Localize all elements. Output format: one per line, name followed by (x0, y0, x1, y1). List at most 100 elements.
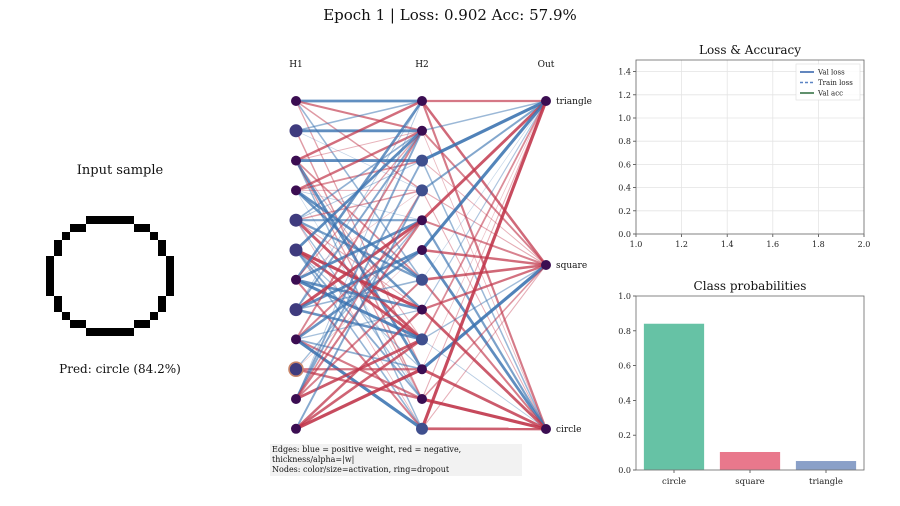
y-tick-label: 0.0 (618, 466, 631, 475)
positive-weight-edge (295, 130, 423, 400)
input-pixel (102, 328, 110, 336)
edge-legend-note: Edges: blue = positive weight, red = neg… (270, 444, 522, 476)
negative-weight-edge (421, 264, 547, 430)
positive-weight-edge (295, 308, 423, 341)
negative-weight-edge (421, 397, 547, 431)
input-pixel (118, 328, 126, 336)
input-pixel (86, 216, 94, 224)
positive-weight-edge (295, 189, 423, 430)
input-pixel (166, 256, 174, 264)
chart-legend: Val loss Train loss Val acc (795, 63, 861, 101)
negative-weight-edge (295, 99, 423, 162)
negative-weight-edge (295, 189, 423, 221)
positive-weight-edge (295, 130, 423, 311)
y-tick-label: 0.0 (618, 230, 631, 239)
negative-weight-edge (295, 279, 423, 400)
positive-weight-edge (420, 263, 548, 371)
x-tick-label: 1.4 (721, 240, 734, 249)
h1-node (291, 96, 301, 106)
network-edges (294, 99, 548, 431)
edge-legend-line2: Nodes: color/size=activation, ring=dropo… (272, 465, 450, 474)
y-tick-label: 0.4 (618, 184, 631, 193)
negative-weight-edge (421, 263, 547, 282)
h1-node (291, 423, 301, 434)
input-pixel (166, 264, 174, 272)
input-pixel (110, 216, 118, 224)
negative-weight-edge (421, 248, 547, 267)
positive-weight-edge (295, 100, 423, 400)
y-tick-label: 1.4 (618, 68, 631, 77)
negative-weight-edge (421, 130, 547, 430)
positive-weight-edge (295, 100, 423, 132)
input-pixel (126, 216, 134, 224)
negative-weight-edge (421, 189, 547, 266)
h2-node (417, 394, 427, 404)
h1-node (291, 185, 301, 196)
positive-weight-edge (420, 249, 548, 430)
h1-node (291, 155, 301, 166)
h2-node (416, 333, 428, 346)
negative-weight-edge (421, 100, 547, 340)
h2-node (416, 422, 428, 435)
x-tick-label: 1.8 (812, 240, 825, 249)
plot-frame (635, 295, 865, 471)
layer-label: Out (538, 60, 555, 70)
input-pixel (46, 280, 54, 288)
input-pixel (102, 216, 110, 224)
h2-node (416, 184, 428, 197)
input-pixel (46, 256, 54, 264)
y-tick-label: 1.0 (618, 114, 631, 123)
plot-frame (635, 59, 865, 235)
input-pixel (150, 232, 158, 240)
input-pixel (134, 320, 142, 328)
h1-node (289, 124, 303, 138)
input-pixel (158, 248, 166, 256)
legend-label: Train loss (818, 79, 853, 87)
input-pixel (54, 304, 62, 312)
h2-node (417, 96, 427, 106)
negative-weight-edge (295, 130, 423, 162)
y-tick-label: 0.8 (618, 137, 631, 146)
input-pixel (70, 224, 78, 232)
probability-bar (795, 460, 857, 471)
h1-node (289, 213, 303, 227)
positive-weight-edge (421, 99, 547, 163)
input-pixel (94, 216, 102, 224)
input-pixel (54, 296, 62, 304)
input-pixel (150, 312, 158, 320)
positive-weight-edge (421, 160, 547, 430)
negative-weight-edge (421, 100, 547, 400)
negative-weight-edge (421, 308, 547, 431)
input-sample-title: Input sample (76, 163, 164, 178)
negative-weight-edge (421, 130, 547, 266)
y-tick-label: 1.2 (618, 91, 631, 100)
y-tick-label: 0.2 (618, 431, 631, 440)
x-tick-label: 2.0 (858, 240, 871, 249)
input-pixel (166, 272, 174, 280)
h1-node (291, 274, 301, 285)
negative-weight-edge (295, 130, 423, 340)
probability-bar (719, 451, 781, 471)
main-title: Epoch 1 | Loss: 0.902 Acc: 57.9% (323, 6, 577, 24)
legend-label: Val acc (817, 90, 843, 98)
y-tick-label: 0.8 (618, 327, 631, 336)
input-pixel (142, 320, 150, 328)
x-tick-label: square (735, 477, 764, 487)
positive-weight-edge (421, 264, 547, 340)
input-pixel (158, 296, 166, 304)
h1-node (289, 303, 303, 317)
positive-weight-edge (294, 100, 424, 281)
negative-weight-edge (421, 367, 547, 431)
input-pixel (110, 328, 118, 336)
output-node (541, 96, 551, 106)
x-tick-label: 1.0 (630, 240, 643, 249)
input-pixel (158, 240, 166, 248)
positive-weight-edge (295, 338, 423, 371)
input-pixel (78, 320, 86, 328)
h2-node (416, 273, 428, 286)
prediction-label: Pred: circle (84.2%) (59, 362, 181, 376)
h2-node (416, 154, 428, 167)
h1-node (289, 243, 303, 257)
negative-weight-edge (295, 338, 423, 430)
input-pixel (62, 232, 70, 240)
